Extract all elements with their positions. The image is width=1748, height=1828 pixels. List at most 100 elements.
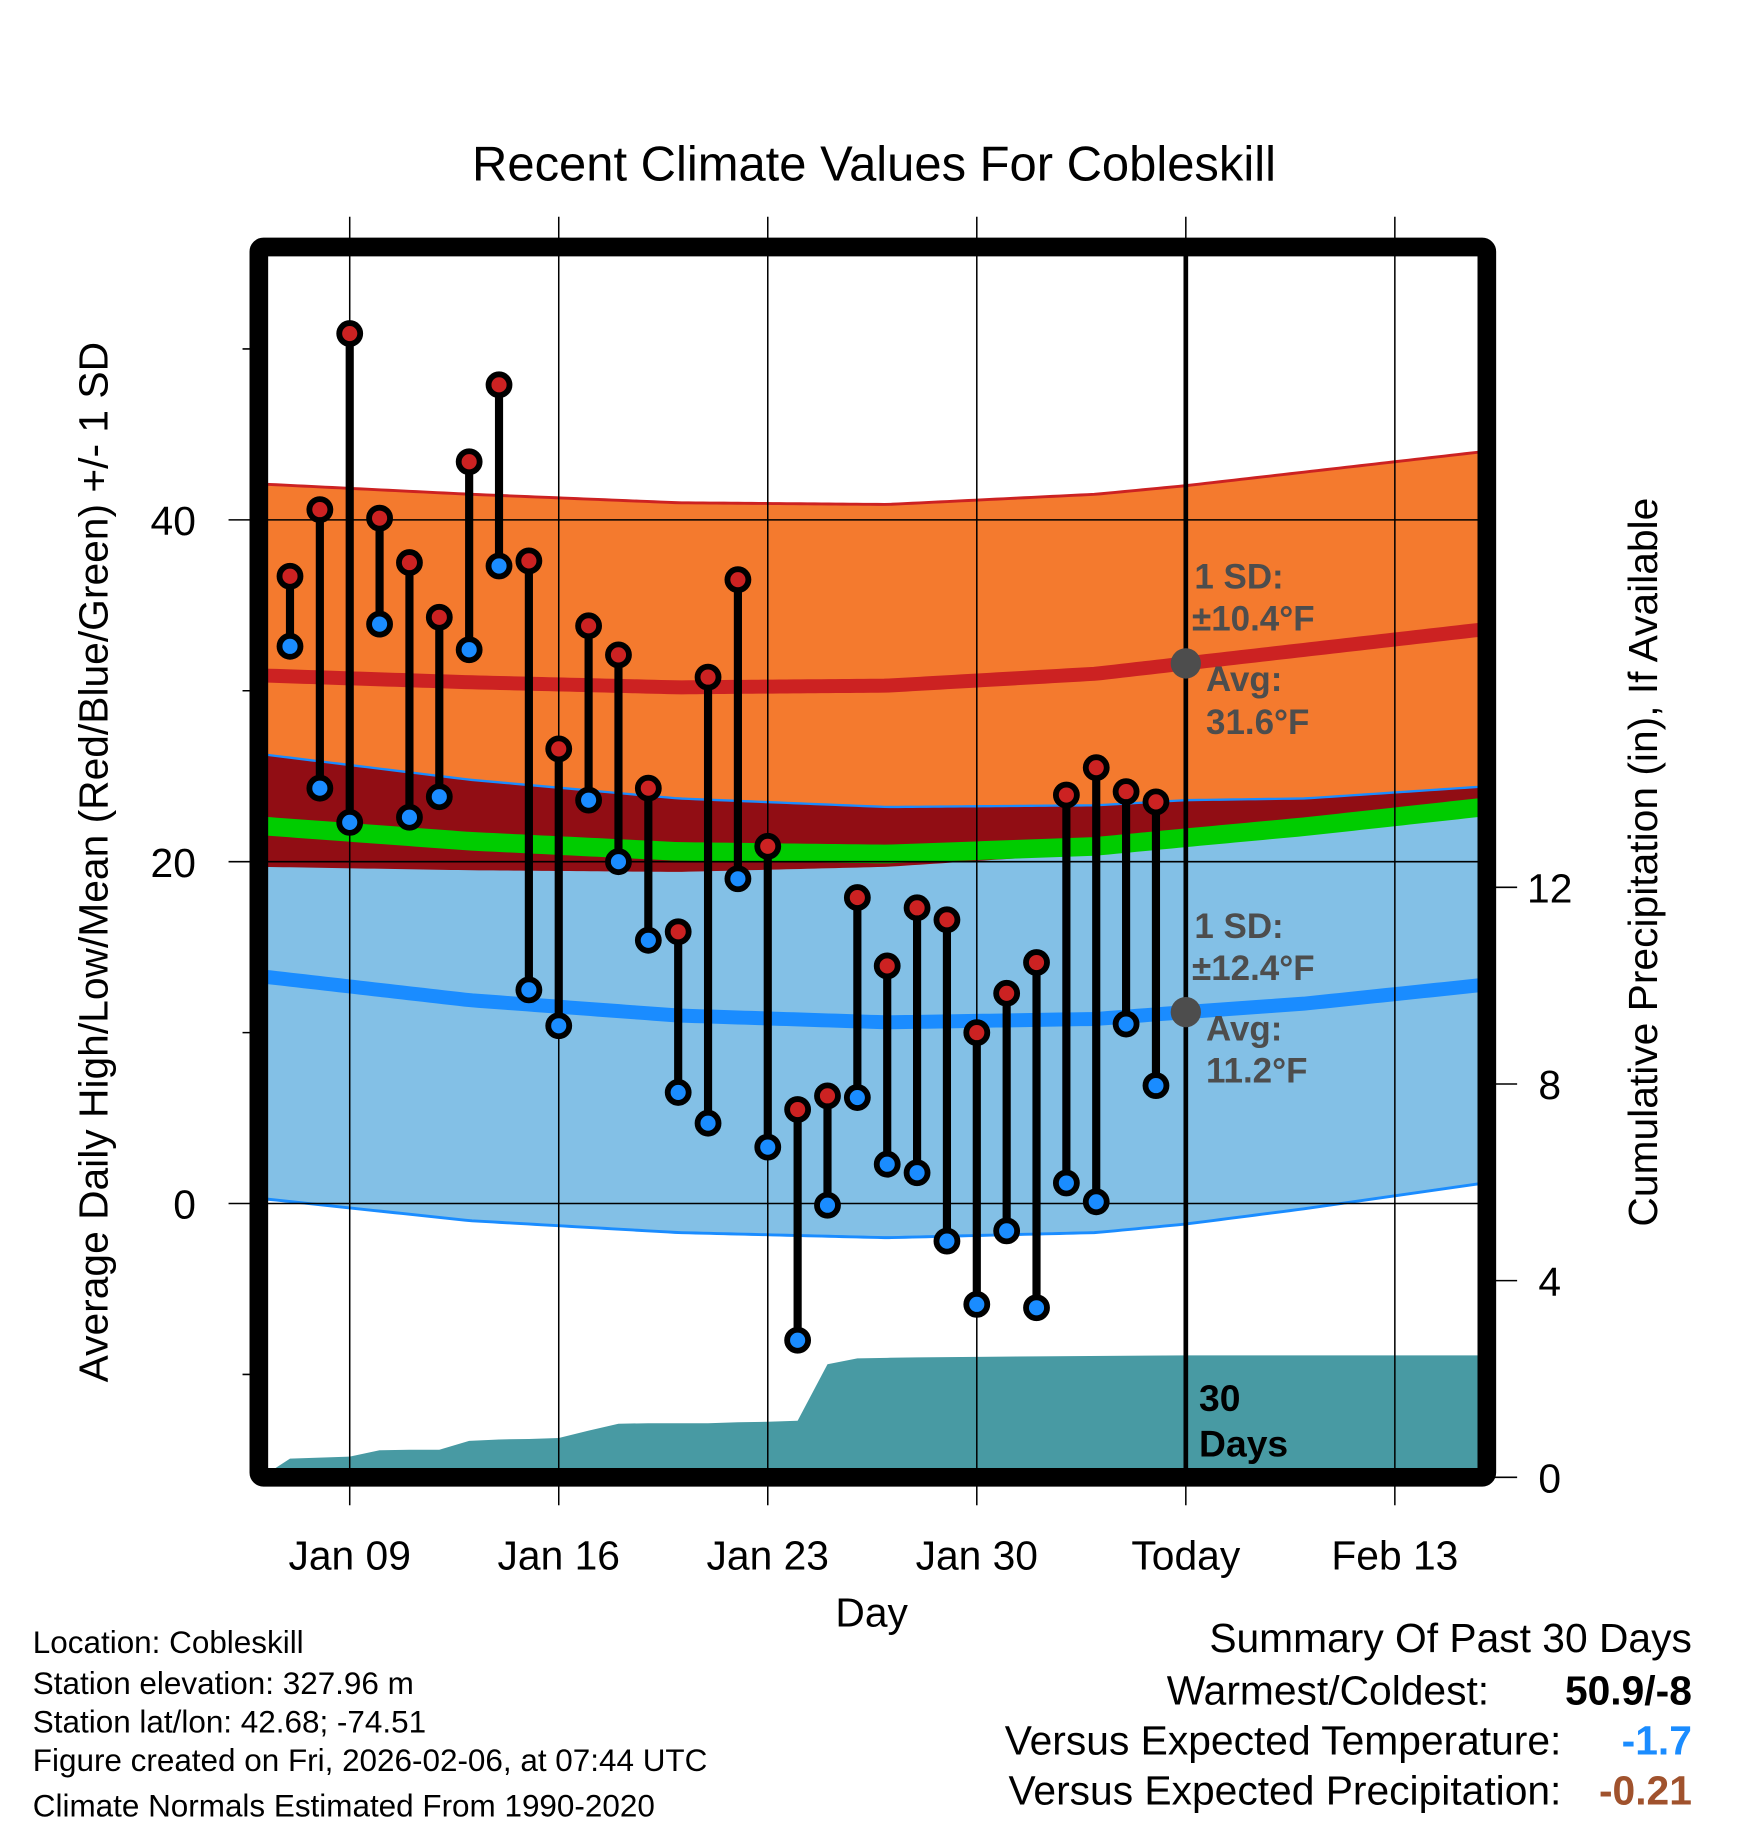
today-low-avg-dot bbox=[1170, 996, 1201, 1028]
daily-high-point bbox=[694, 663, 722, 691]
daily-low-point bbox=[814, 1191, 841, 1219]
daily-low-point bbox=[455, 636, 483, 664]
low-sd-value: ±12.4°F bbox=[1192, 949, 1314, 988]
daily-high-point bbox=[873, 952, 901, 980]
summary-value: -1.7 bbox=[1622, 1718, 1692, 1764]
low-avg-label: Avg: bbox=[1206, 1009, 1282, 1048]
y-tick-label: 20 bbox=[151, 840, 196, 886]
low-avg-value: 11.2°F bbox=[1206, 1051, 1307, 1090]
high-sd-label: 1 SD: bbox=[1194, 557, 1283, 596]
daily-high-point bbox=[545, 735, 573, 763]
daily-high-point bbox=[843, 884, 871, 911]
chart-title: Recent Climate Values For Cobleskill bbox=[472, 138, 1276, 192]
x-tick-label: Feb 13 bbox=[1331, 1532, 1458, 1578]
daily-high-point bbox=[575, 612, 603, 640]
daily-low-point bbox=[1112, 1010, 1140, 1038]
low-sd-band bbox=[261, 754, 1485, 1238]
x-tick-label: Jan 23 bbox=[707, 1532, 829, 1578]
x-axis-label: Day bbox=[835, 1589, 908, 1635]
daily-low-point bbox=[545, 1012, 573, 1040]
x-tick-label: Jan 30 bbox=[916, 1532, 1038, 1578]
daily-low-point bbox=[485, 552, 513, 580]
daily-low-point bbox=[724, 865, 752, 893]
summary-label: Versus Expected Precipitation: bbox=[1008, 1768, 1561, 1814]
daily-high-point bbox=[336, 320, 364, 347]
daily-high-point bbox=[814, 1082, 841, 1110]
low-avg-line bbox=[261, 969, 1485, 1030]
daily-high-point bbox=[724, 566, 752, 594]
daily-high-point bbox=[605, 641, 632, 669]
daily-high-point bbox=[276, 562, 304, 590]
daily-low-point bbox=[276, 632, 304, 660]
daily-high-point bbox=[664, 918, 692, 946]
daily-high-point bbox=[485, 371, 513, 399]
daily-low-point bbox=[396, 803, 423, 831]
x-tick-label: Jan 09 bbox=[289, 1532, 411, 1578]
daily-high-point bbox=[784, 1096, 812, 1123]
station-info: Location: Cobleskill Station elevation: … bbox=[33, 1625, 708, 1823]
daily-low-point bbox=[634, 926, 662, 954]
daily-low-point bbox=[754, 1133, 782, 1161]
summary-label: Versus Expected Temperature: bbox=[1005, 1718, 1562, 1764]
daily-high-point bbox=[1052, 781, 1080, 809]
info-line: Location: Cobleskill bbox=[33, 1625, 304, 1660]
daily-high-point bbox=[425, 603, 453, 631]
daily-low-point bbox=[903, 1159, 931, 1187]
daily-low-point bbox=[605, 848, 632, 876]
daily-low-point bbox=[306, 774, 334, 802]
daily-high-point bbox=[366, 504, 393, 532]
high-avg-value: 31.6°F bbox=[1206, 703, 1309, 742]
daily-high-point bbox=[455, 448, 483, 476]
low-sd-upper-line bbox=[261, 752, 1485, 809]
summary-value: 50.9/-8 bbox=[1565, 1668, 1692, 1714]
daily-high-point bbox=[933, 906, 961, 934]
y2-tick-label: 8 bbox=[1538, 1062, 1561, 1108]
high-avg-label: Avg: bbox=[1206, 660, 1282, 699]
y2-tick-label: 12 bbox=[1527, 865, 1572, 911]
high-sd-upper-line bbox=[261, 450, 1485, 506]
daily-low-point bbox=[963, 1290, 991, 1318]
daily-low-point bbox=[664, 1079, 692, 1106]
summary-value: -0.21 bbox=[1599, 1768, 1692, 1814]
x-tick-label: Today bbox=[1131, 1532, 1240, 1578]
daily-high-point bbox=[903, 894, 931, 922]
y2-tick-label: 4 bbox=[1538, 1259, 1561, 1305]
daily-high-point bbox=[515, 547, 543, 575]
low-sd-lower-line bbox=[261, 1181, 1485, 1240]
x-tick-label: Jan 16 bbox=[498, 1532, 620, 1578]
daily-high-point bbox=[1112, 778, 1140, 806]
daily-high-point bbox=[963, 1019, 991, 1047]
daily-high-point bbox=[1023, 949, 1050, 976]
daily-high-point bbox=[306, 496, 334, 523]
high-sd-value: ±10.4°F bbox=[1192, 599, 1314, 638]
period-label: 30 bbox=[1199, 1377, 1240, 1419]
daily-low-point bbox=[694, 1109, 722, 1137]
daily-high-point bbox=[754, 832, 782, 860]
today-high-avg-dot bbox=[1170, 648, 1201, 679]
daily-high-point bbox=[993, 979, 1021, 1007]
y2-tick-label: 0 bbox=[1538, 1455, 1561, 1501]
summary: Summary Of Past 30 Days Warmest/Coldest:… bbox=[1005, 1615, 1692, 1814]
y2-axis-label: Cumulative Precipitation (in), If Availa… bbox=[1620, 498, 1666, 1227]
daily-low-point bbox=[933, 1227, 961, 1255]
daily-low-point bbox=[366, 610, 393, 638]
info-line: Station elevation: 327.96 m bbox=[33, 1666, 414, 1701]
y-tick-label: 0 bbox=[173, 1182, 196, 1228]
period-label: Days bbox=[1199, 1422, 1288, 1464]
info-line: Climate Normals Estimated From 1990-2020 bbox=[33, 1788, 655, 1823]
plot-area bbox=[261, 450, 1485, 1478]
daily-low-point bbox=[993, 1217, 1021, 1245]
info-line: Figure created on Fri, 2026-02-06, at 07… bbox=[33, 1743, 708, 1778]
daily-low-point bbox=[784, 1326, 812, 1354]
high-sd-band bbox=[261, 451, 1485, 872]
high-avg-line bbox=[261, 622, 1485, 695]
daily-high-point bbox=[634, 774, 662, 802]
daily-low-point bbox=[575, 786, 603, 814]
plot-frame bbox=[249, 237, 1497, 1487]
daily-low-point bbox=[425, 783, 453, 811]
daily-high-point bbox=[1142, 788, 1170, 816]
summary-label: Warmest/Coldest: bbox=[1167, 1668, 1489, 1714]
daily-low-point bbox=[1142, 1072, 1170, 1099]
